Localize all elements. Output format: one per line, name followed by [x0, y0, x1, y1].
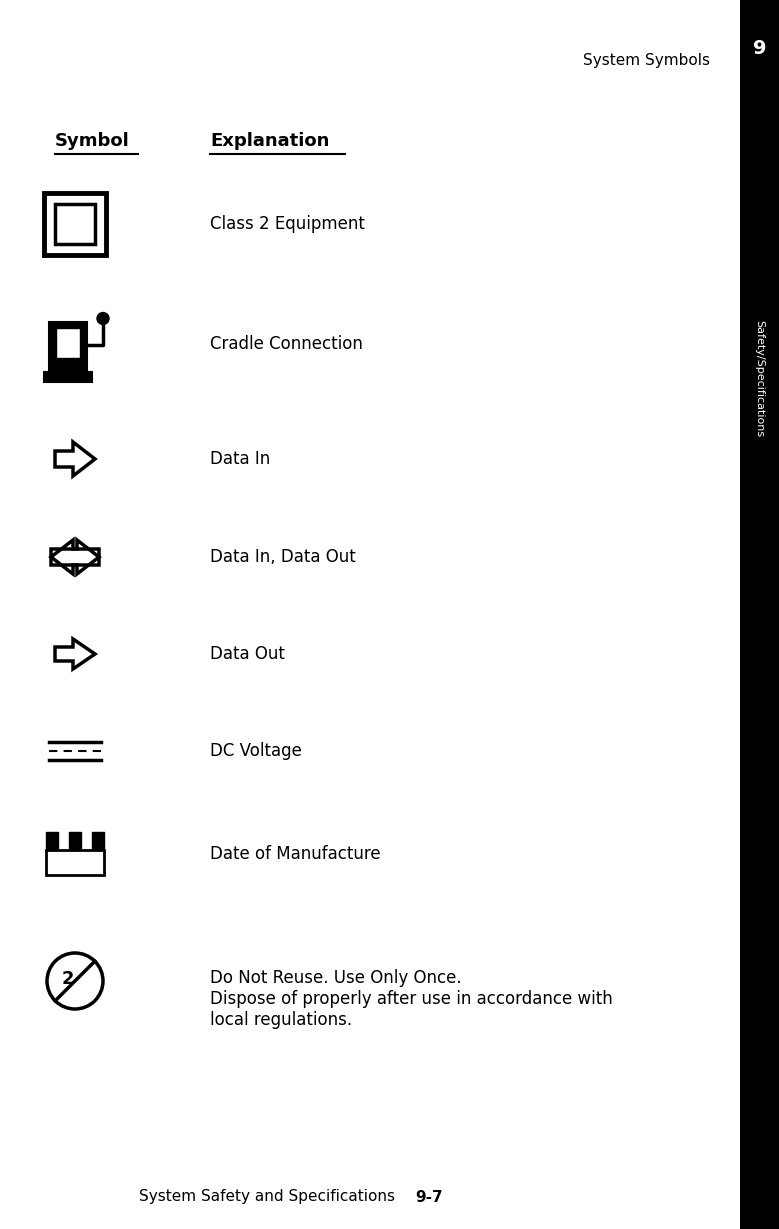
Text: Explanation: Explanation [210, 132, 330, 150]
Text: Cradle Connection: Cradle Connection [210, 336, 363, 353]
Text: Data In: Data In [210, 450, 270, 468]
Text: System Safety and Specifications: System Safety and Specifications [139, 1190, 395, 1204]
Text: Class 2 Equipment: Class 2 Equipment [210, 215, 365, 234]
Bar [49, 322, 87, 372]
Text: DC Voltage: DC Voltage [210, 742, 302, 760]
Bar [56, 328, 80, 358]
Text: Do Not Reuse. Use Only Once.
Dispose of properly after use in accordance with
lo: Do Not Reuse. Use Only Once. Dispose of … [210, 968, 613, 1029]
Bar [55, 204, 95, 245]
Text: Safety/Specifications: Safety/Specifications [755, 321, 764, 438]
Bar [44, 372, 92, 382]
Bar [740, 0, 779, 1229]
Bar [44, 193, 106, 254]
Bar [93, 832, 104, 849]
Text: Data In, Data Out: Data In, Data Out [210, 548, 356, 567]
Text: 2: 2 [62, 970, 74, 988]
Bar [46, 832, 58, 849]
Text: 9-7: 9-7 [415, 1190, 442, 1204]
Text: System Symbols: System Symbols [583, 54, 710, 69]
Bar [46, 849, 104, 875]
Text: Symbol: Symbol [55, 132, 130, 150]
Text: Date of Manufacture: Date of Manufacture [210, 846, 381, 863]
Bar [69, 832, 81, 849]
Text: Data Out: Data Out [210, 645, 285, 662]
Circle shape [97, 312, 109, 324]
Text: 9: 9 [753, 39, 767, 59]
